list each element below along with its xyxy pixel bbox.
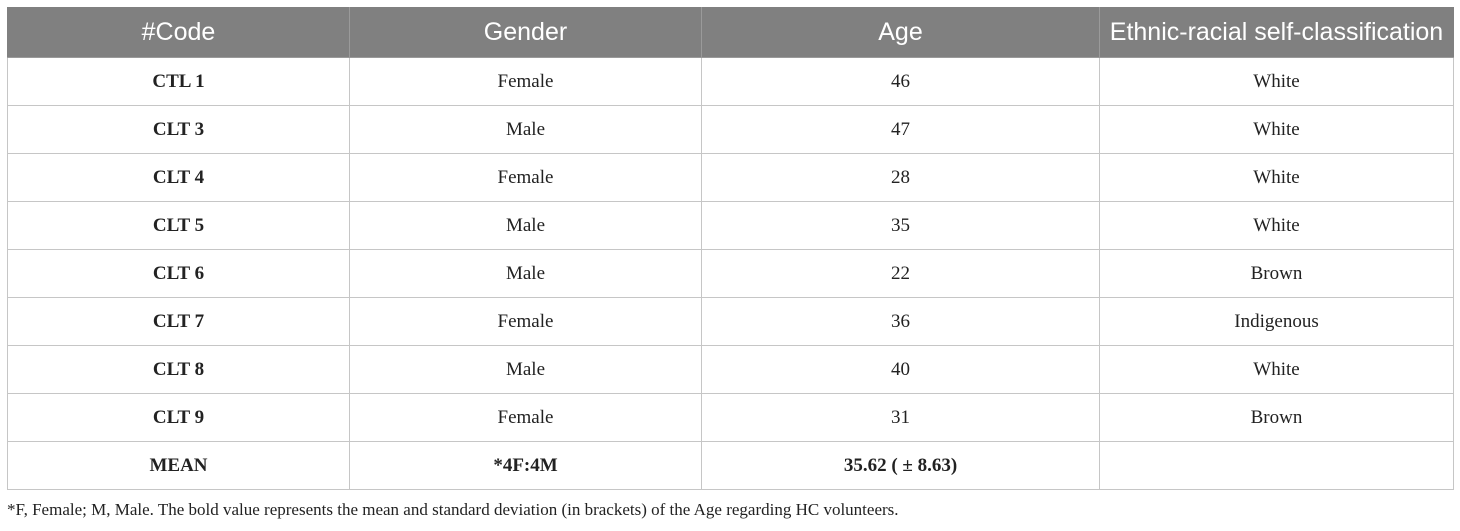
code-cell: CLT 3 — [7, 105, 350, 154]
table-row: CLT 7 Female 36 Indigenous — [7, 297, 1454, 346]
table-row: CLT 5 Male 35 White — [7, 201, 1454, 250]
ethnicity-cell: White — [1099, 57, 1454, 106]
age-cell: 22 — [701, 249, 1100, 298]
gender-cell: Male — [349, 345, 702, 394]
code-cell: CTL 1 — [7, 57, 350, 106]
header-gender: Gender — [349, 7, 702, 58]
gender-cell: Male — [349, 105, 702, 154]
mean-label-cell: MEAN — [7, 441, 350, 490]
table-footnote: *F, Female; M, Male. The bold value repr… — [7, 500, 899, 519]
ethnicity-cell: White — [1099, 153, 1454, 202]
code-cell: CLT 5 — [7, 201, 350, 250]
table-header-row: #Code Gender Age Ethnic-racial self-clas… — [7, 7, 1454, 58]
age-cell: 36 — [701, 297, 1100, 346]
gender-cell: Male — [349, 201, 702, 250]
age-cell: 40 — [701, 345, 1100, 394]
ethnicity-cell: White — [1099, 345, 1454, 394]
table-row: CLT 3 Male 47 White — [7, 105, 1454, 154]
header-age: Age — [701, 7, 1100, 58]
ethnicity-cell: White — [1099, 201, 1454, 250]
participants-table: #Code Gender Age Ethnic-racial self-clas… — [7, 7, 1454, 490]
gender-cell: Female — [349, 393, 702, 442]
table-row: CLT 9 Female 31 Brown — [7, 393, 1454, 442]
table-row: CLT 4 Female 28 White — [7, 153, 1454, 202]
ethnicity-cell: Brown — [1099, 249, 1454, 298]
ethnicity-cell: Brown — [1099, 393, 1454, 442]
age-cell: 46 — [701, 57, 1100, 106]
code-cell: CLT 4 — [7, 153, 350, 202]
ethnicity-cell: White — [1099, 105, 1454, 154]
mean-ethnicity-cell — [1099, 441, 1454, 490]
mean-age-cell: 35.62 ( ± 8.63) — [701, 441, 1100, 490]
code-cell: CLT 9 — [7, 393, 350, 442]
gender-cell: Male — [349, 249, 702, 298]
ethnicity-cell: Indigenous — [1099, 297, 1454, 346]
gender-cell: Female — [349, 57, 702, 106]
table-row: CLT 8 Male 40 White — [7, 345, 1454, 394]
age-cell: 31 — [701, 393, 1100, 442]
header-code: #Code — [7, 7, 350, 58]
code-cell: CLT 6 — [7, 249, 350, 298]
header-ethnicity: Ethnic-racial self-classification — [1099, 7, 1454, 58]
code-cell: CLT 8 — [7, 345, 350, 394]
table-row: CTL 1 Female 46 White — [7, 57, 1454, 106]
age-cell: 35 — [701, 201, 1100, 250]
mean-row: MEAN *4F:4M 35.62 ( ± 8.63) — [7, 441, 1454, 490]
age-cell: 47 — [701, 105, 1100, 154]
mean-gender-ratio-cell: *4F:4M — [349, 441, 702, 490]
code-cell: CLT 7 — [7, 297, 350, 346]
age-cell: 28 — [701, 153, 1100, 202]
table-row: CLT 6 Male 22 Brown — [7, 249, 1454, 298]
gender-cell: Female — [349, 297, 702, 346]
gender-cell: Female — [349, 153, 702, 202]
